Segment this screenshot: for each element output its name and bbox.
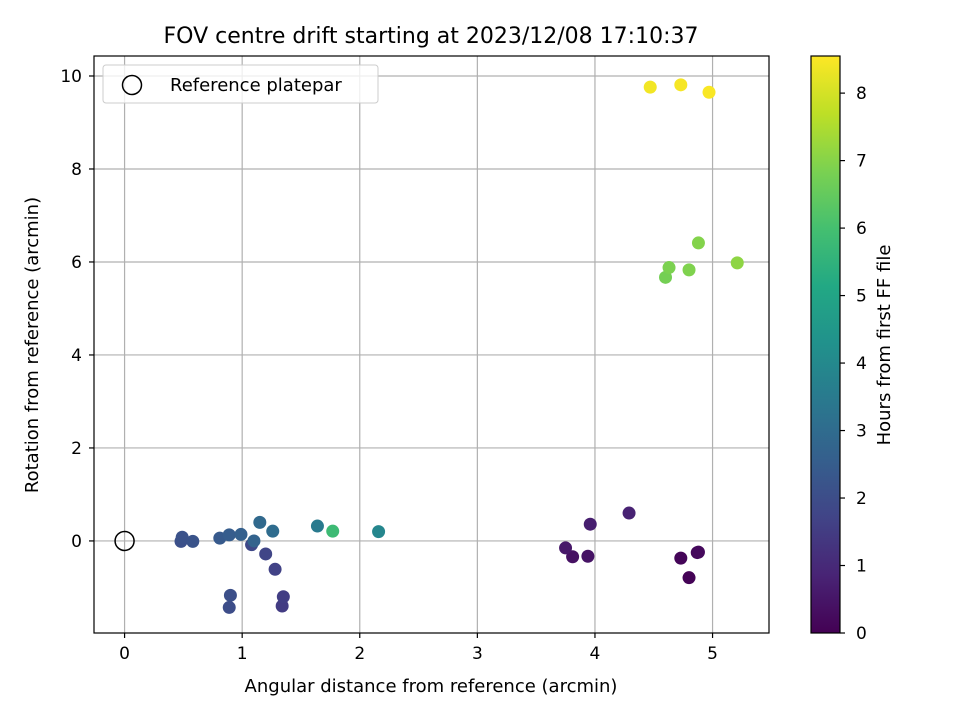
colorbar-tick-label: 1 (856, 557, 867, 577)
data-points (114, 78, 744, 614)
colorbar-tick-label: 3 (856, 422, 867, 442)
data-point (662, 261, 676, 275)
data-point (674, 78, 688, 92)
data-point (583, 517, 597, 531)
data-point (682, 571, 696, 585)
data-point (223, 588, 237, 602)
colorbar-ticks: 0 1 2 3 4 5 6 7 8 (840, 84, 867, 644)
colorbar-gradient (810, 55, 841, 634)
x-tick-label: 2 (354, 644, 365, 664)
y-axis-label: Rotation from reference (arcmin) (22, 197, 43, 493)
data-point (310, 519, 324, 533)
x-tick-label: 5 (707, 644, 718, 664)
data-point (643, 80, 657, 94)
data-point (559, 541, 573, 555)
data-point (691, 236, 705, 250)
x-tick-label: 1 (237, 644, 248, 664)
data-point (326, 524, 340, 538)
data-point (682, 263, 696, 277)
data-point (186, 534, 200, 548)
data-point (259, 547, 273, 561)
x-tick-label: 3 (472, 644, 483, 664)
data-point (247, 534, 261, 548)
chart-title: FOV centre drift starting at 2023/12/08 … (164, 24, 699, 49)
y-tick-label: 6 (71, 253, 82, 273)
legend: Reference platepar (102, 64, 379, 104)
data-point (175, 530, 189, 544)
y-tick-label: 4 (71, 346, 82, 366)
x-tick-label: 0 (119, 644, 130, 664)
data-point (691, 545, 705, 559)
colorbar-tick-label: 7 (856, 152, 867, 172)
data-point (581, 549, 595, 563)
colorbar-tick-label: 6 (856, 219, 867, 239)
x-axis-label: Angular distance from reference (arcmin) (245, 676, 618, 697)
legend-marker (121, 74, 143, 96)
colorbar-tick-label: 5 (856, 287, 867, 307)
data-point (622, 506, 636, 520)
data-point (674, 551, 688, 565)
colorbar-tick-label: 4 (856, 354, 867, 374)
x-axis: 0 1 2 3 4 5 (119, 633, 718, 664)
data-point (234, 527, 248, 541)
data-point (253, 515, 267, 529)
plot-area-frame (93, 55, 770, 634)
colorbar: 0 1 2 3 4 5 6 7 8 Hours from first FF file (810, 55, 895, 644)
data-point (276, 590, 290, 604)
colorbar-tick-label: 2 (856, 489, 867, 509)
data-point (702, 85, 716, 99)
y-tick-label: 8 (71, 160, 82, 180)
x-tick-label: 4 (590, 644, 601, 664)
legend-entry-label: Reference platepar (170, 75, 342, 96)
data-point (222, 528, 236, 542)
data-point (222, 600, 236, 614)
y-tick-label: 0 (71, 532, 82, 552)
data-point (566, 550, 580, 564)
y-tick-label: 10 (60, 67, 82, 87)
reference-point (114, 530, 135, 552)
y-axis: 0 2 4 6 8 10 (60, 67, 94, 552)
data-point (372, 525, 386, 539)
legend-box (102, 64, 379, 104)
data-point (659, 270, 673, 284)
data-point (266, 524, 280, 538)
y-tick-label: 2 (71, 439, 82, 459)
colorbar-tick-label: 8 (856, 84, 867, 104)
colorbar-tick-label: 0 (856, 624, 867, 644)
data-point (268, 562, 282, 576)
data-point (730, 256, 744, 270)
colorbar-label: Hours from first FF file (874, 245, 895, 446)
